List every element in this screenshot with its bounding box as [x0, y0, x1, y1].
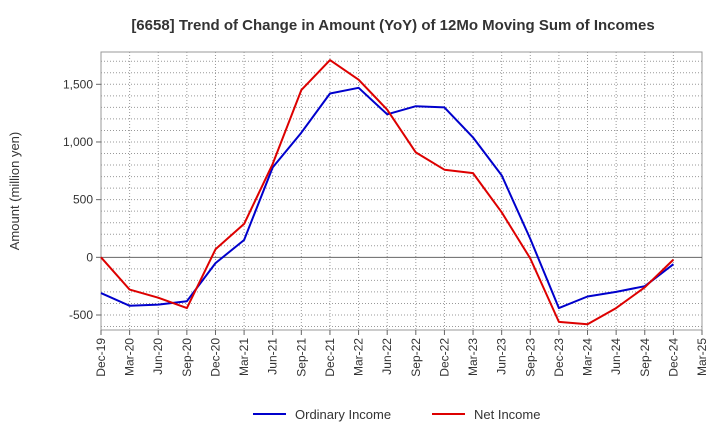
x-tick-label: Dec-21 [323, 338, 337, 377]
x-tick-label: Dec-22 [437, 338, 451, 377]
x-tick-label: Mar-22 [352, 338, 366, 376]
x-tick-label: Dec-20 [208, 338, 222, 377]
x-tick-label: Jun-22 [380, 338, 394, 375]
grid-lines [101, 52, 702, 330]
x-tick-label: Mar-24 [581, 338, 595, 376]
x-tick-label: Jun-24 [609, 338, 623, 375]
x-tick-label: Dec-24 [666, 338, 680, 377]
x-tick-label: Sep-22 [409, 338, 423, 377]
y-tick-label: 500 [73, 193, 93, 207]
x-tick-label: Jun-23 [495, 338, 509, 375]
series-line-net-income [100, 59, 675, 326]
x-tick-label: Mar-25 [695, 338, 709, 376]
x-tick-label: Sep-24 [638, 338, 652, 377]
x-tick-label: Jun-21 [266, 338, 280, 375]
y-tick-label: 1,000 [63, 135, 93, 149]
legend-label: Net Income [474, 407, 540, 422]
x-axis-ticks: Dec-19 Mar-20 Jun-20 Sep-20 Dec-20 Mar-21 Jun-… [94, 330, 709, 377]
chart-title: [6658] Trend of Change in Amount (YoY) o… [131, 17, 654, 34]
x-tick-label: Sep-21 [294, 338, 308, 377]
y-axis-label: Amount (million yen) [7, 132, 22, 251]
x-tick-label: Mar-21 [237, 338, 251, 376]
y-tick-label: 0 [86, 250, 93, 264]
x-tick-label: Dec-19 [94, 338, 108, 377]
x-tick-label: Dec-23 [552, 338, 566, 377]
x-tick-label: Jun-20 [151, 338, 165, 375]
series-lines [100, 59, 675, 326]
legend: Ordinary Income Net Income [253, 407, 540, 422]
y-tick-label: -500 [69, 308, 93, 322]
x-tick-label: Sep-23 [523, 338, 537, 377]
legend-label: Ordinary Income [295, 407, 391, 422]
plot-area [100, 51, 703, 331]
x-tick-label: Sep-20 [180, 338, 194, 377]
y-axis-ticks: -500 0 500 1,000 1,500 [63, 77, 101, 322]
y-tick-label: 1,500 [63, 77, 93, 91]
x-tick-label: Mar-23 [466, 338, 480, 376]
x-tick-label: Mar-20 [123, 338, 137, 376]
